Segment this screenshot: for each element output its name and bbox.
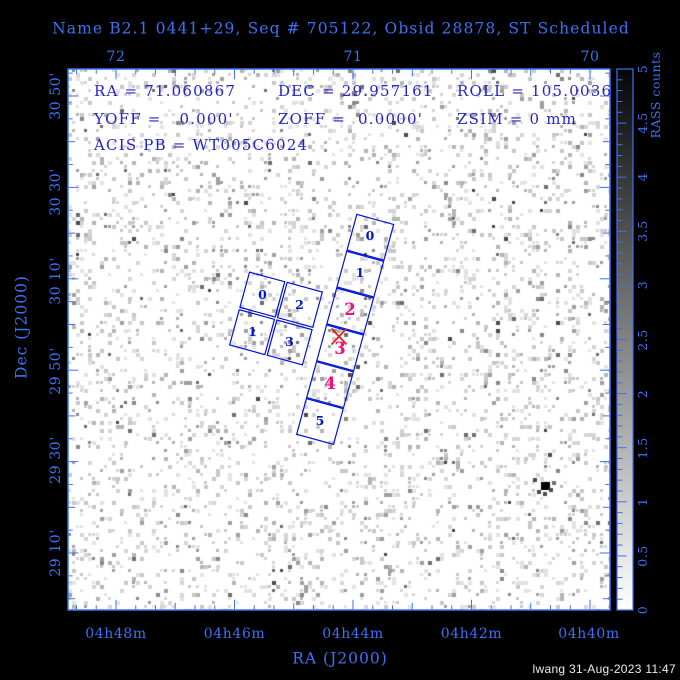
colorbar-tick-label: 0.5 <box>634 545 650 567</box>
top-axis-tick-label: 70 <box>580 49 600 65</box>
acis-i-chip-label-0: 0 <box>258 286 267 302</box>
acis-s-chip-label-1: 1 <box>355 264 365 280</box>
acis-i-chip-1 <box>228 309 276 356</box>
colorbar-tick-label: 3.5 <box>634 220 650 242</box>
ra-value: RA = 71.060867 <box>94 82 237 100</box>
ra-tick-label: 04h48m <box>85 626 147 642</box>
page-title: Name B2.1 0441+29, Seq # 705122, Obsid 2… <box>52 19 630 38</box>
dec-tick-label: 30 10' <box>48 257 64 305</box>
acis-i-chip-label-2: 2 <box>295 296 304 312</box>
roll-value: ROLL = 105.0036 <box>457 82 613 100</box>
top-axis-tick-label: 72 <box>106 49 126 65</box>
colorbar-title: RASS counts <box>647 51 663 139</box>
acis-i-array <box>228 271 324 366</box>
dec-tick-label: 29 10' <box>48 529 64 577</box>
plot-frame <box>67 68 611 611</box>
colorbar-tick-label: 2 <box>634 389 650 398</box>
yoff-value: YOFF = 0.000' <box>94 110 234 128</box>
acis-s-chip-label-0: 0 <box>365 227 375 243</box>
acis-i-chip-2 <box>276 281 324 328</box>
colorbar-tick-label: 1.5 <box>634 436 650 459</box>
dec-tick-label: 30 30' <box>48 168 64 216</box>
colorbar-tick-label: 3 <box>634 281 650 290</box>
acis-i-chip-0 <box>239 271 286 318</box>
dec-tick-label: 29 30' <box>48 436 64 484</box>
top-axis-tick-label: 71 <box>343 49 363 65</box>
acis-s-chip-label-4: 4 <box>324 373 336 393</box>
acis-i-chip-label-3: 3 <box>285 333 294 349</box>
acis-s-chip-label-5: 5 <box>315 412 325 428</box>
zsim-value: ZSIM = 0 mm <box>457 110 578 128</box>
dec-tick-label: 30 50' <box>48 72 64 120</box>
colorbar-tick-label: 1 <box>634 497 650 507</box>
dec-axis-title: Dec (J2000) <box>12 275 31 379</box>
sky-image <box>68 69 610 610</box>
ra-tick-label: 04h42m <box>440 626 503 642</box>
ra-tick-label: 04h46m <box>203 626 266 642</box>
ra-tick-label: 04h44m <box>322 626 384 642</box>
aimpoint-x-icon <box>330 327 348 346</box>
dec-tick-label: 29 50' <box>48 347 64 395</box>
acis-s-chip-0 <box>346 213 395 261</box>
acis-s-chip-5 <box>295 397 345 446</box>
dec-value: DEC = 29.957161 <box>278 82 434 100</box>
colorbar-tick-label: 4 <box>634 172 650 182</box>
acis-s-chip-1 <box>336 250 385 298</box>
user-timestamp: lwang 31-Aug-2023 11:47 <box>532 662 676 676</box>
colorbar-tick-label: 2.5 <box>634 328 650 351</box>
ra-tick-label: 04h40m <box>558 626 620 642</box>
acis-i-chip-3 <box>266 319 313 366</box>
ra-axis-title: RA (J2000) <box>292 649 388 668</box>
acis-s-chip-4 <box>305 361 355 409</box>
colorbar-tick-label: 0 <box>634 605 650 615</box>
axis-ticks <box>68 69 610 610</box>
acis-s-chip-label-2: 2 <box>344 299 356 319</box>
zoff-value: ZOFF = 0.0000' <box>278 110 424 128</box>
acis-pb-value: ACIS PB = WT005C6024 <box>94 136 309 154</box>
acis-i-chip-label-1: 1 <box>248 323 257 339</box>
colorbar-ticks <box>617 79 627 611</box>
acis-s-chip-label-3: 3 <box>334 338 346 358</box>
